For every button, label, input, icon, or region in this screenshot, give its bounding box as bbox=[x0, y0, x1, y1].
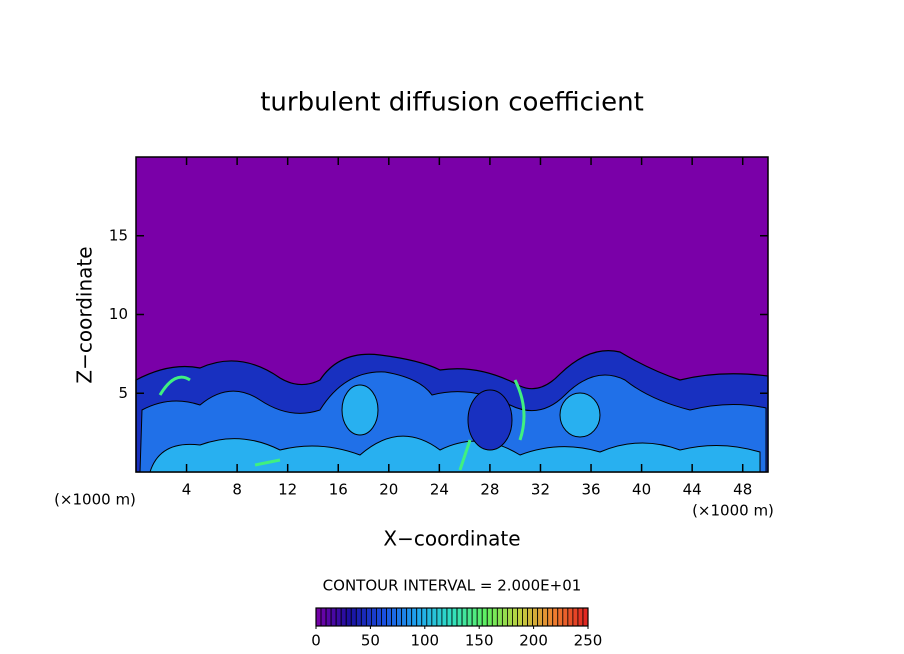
x-tick-label: 36 bbox=[581, 481, 600, 499]
chart-title: turbulent diffusion coefficient bbox=[260, 88, 644, 118]
axis-unit-label: (×1000 m) bbox=[692, 502, 774, 520]
field-blob bbox=[341, 384, 379, 436]
colorbar-cell bbox=[431, 607, 438, 627]
colorbar-cell bbox=[330, 607, 337, 627]
x-tick-label: 8 bbox=[232, 481, 242, 499]
colorbar-cell bbox=[396, 607, 403, 627]
field-blob bbox=[559, 392, 601, 438]
colorbar-cell bbox=[547, 607, 554, 627]
y-tick-label: 10 bbox=[109, 305, 128, 323]
colorbar-tick-label: 250 bbox=[574, 632, 603, 650]
colorbar-cell bbox=[320, 607, 327, 627]
colorbar-cell bbox=[335, 607, 342, 627]
colorbar-tick-label: 150 bbox=[465, 632, 494, 650]
colorbar-cell bbox=[345, 607, 352, 627]
contour-interval-label: CONTOUR INTERVAL = 2.000E+01 bbox=[323, 577, 582, 595]
colorbar-cell bbox=[325, 607, 332, 627]
colorbar-cell bbox=[486, 607, 493, 627]
colorbar-cell bbox=[416, 607, 423, 627]
colorbar-tick-label: 100 bbox=[410, 632, 439, 650]
colorbar-cell bbox=[315, 607, 322, 627]
colorbar-cell bbox=[517, 607, 523, 627]
colorbar-cell bbox=[436, 607, 443, 627]
colorbar-tick-label: 50 bbox=[361, 632, 380, 650]
colorbar-cell bbox=[512, 607, 518, 627]
colorbar-cell bbox=[476, 607, 483, 627]
colorbar-cell bbox=[421, 607, 428, 627]
x-axis-label: X−coordinate bbox=[383, 527, 520, 551]
field-streak bbox=[158, 375, 526, 471]
colorbar-cell bbox=[381, 607, 387, 627]
colorbar-cell bbox=[441, 607, 448, 627]
colorbar-frame bbox=[315, 607, 589, 627]
colorbar-cell bbox=[466, 607, 473, 627]
x-tick-label: 32 bbox=[531, 481, 550, 499]
y-tick-label: 5 bbox=[118, 384, 128, 402]
colorbar-cell bbox=[527, 607, 533, 627]
colorbar-cell bbox=[365, 607, 372, 627]
x-tick-label: 48 bbox=[733, 481, 752, 499]
colorbar-cell bbox=[360, 607, 367, 627]
colorbar-cell bbox=[350, 607, 357, 627]
colorbar-tick-label: 200 bbox=[519, 632, 548, 650]
field-blob bbox=[467, 389, 513, 451]
colorbar-cell bbox=[501, 607, 508, 627]
colorbar-cell bbox=[532, 607, 539, 627]
colorbar-cell bbox=[411, 607, 418, 627]
field-layer bbox=[149, 435, 761, 473]
colorbar-cell bbox=[406, 607, 413, 627]
colorbar-cell bbox=[572, 607, 579, 627]
x-tick-label: 24 bbox=[430, 481, 449, 499]
y-tick-label: 15 bbox=[109, 226, 128, 244]
x-tick-label: 12 bbox=[278, 481, 297, 499]
colorbar-cell bbox=[537, 607, 544, 627]
colorbar-cell bbox=[496, 607, 503, 627]
x-tick-label: 16 bbox=[329, 481, 348, 499]
colorbar-cell bbox=[386, 607, 392, 627]
x-tick-label: 44 bbox=[683, 481, 702, 499]
colorbar-cell bbox=[376, 607, 382, 627]
colorbar-cell bbox=[446, 607, 453, 627]
colorbar-cell bbox=[461, 607, 468, 627]
colorbar-cell bbox=[567, 607, 574, 627]
axis-unit-label: (×1000 m) bbox=[54, 491, 136, 509]
colorbar-cell bbox=[557, 607, 564, 627]
x-tick-label: 40 bbox=[632, 481, 651, 499]
colorbar-cell bbox=[491, 607, 498, 627]
colorbar-cell bbox=[401, 607, 408, 627]
colorbar-cell bbox=[481, 607, 488, 627]
colorbar-cell bbox=[507, 607, 513, 627]
colorbar-cell bbox=[522, 607, 528, 627]
colorbar-cell bbox=[562, 607, 569, 627]
x-tick-label: 4 bbox=[182, 481, 192, 499]
colorbar-tick-label: 0 bbox=[311, 632, 321, 650]
colorbar-cell bbox=[456, 607, 463, 627]
colorbar-cell bbox=[577, 607, 584, 627]
colorbar-cell bbox=[391, 607, 397, 627]
colorbar-cell bbox=[451, 607, 458, 627]
colorbar-cell bbox=[552, 607, 559, 627]
colorbar-cell bbox=[426, 607, 433, 627]
colorbar-cell bbox=[582, 607, 589, 627]
colorbar-cell bbox=[471, 607, 478, 627]
colorbar-cell bbox=[371, 607, 377, 627]
colorbar-cell bbox=[340, 607, 347, 627]
colorbar-cell bbox=[542, 607, 549, 627]
x-tick-label: 28 bbox=[480, 481, 499, 499]
colorbar-cell bbox=[355, 607, 362, 627]
x-tick-label: 20 bbox=[379, 481, 398, 499]
y-axis-label: Z−coordinate bbox=[73, 246, 97, 383]
contour-field bbox=[135, 157, 769, 473]
